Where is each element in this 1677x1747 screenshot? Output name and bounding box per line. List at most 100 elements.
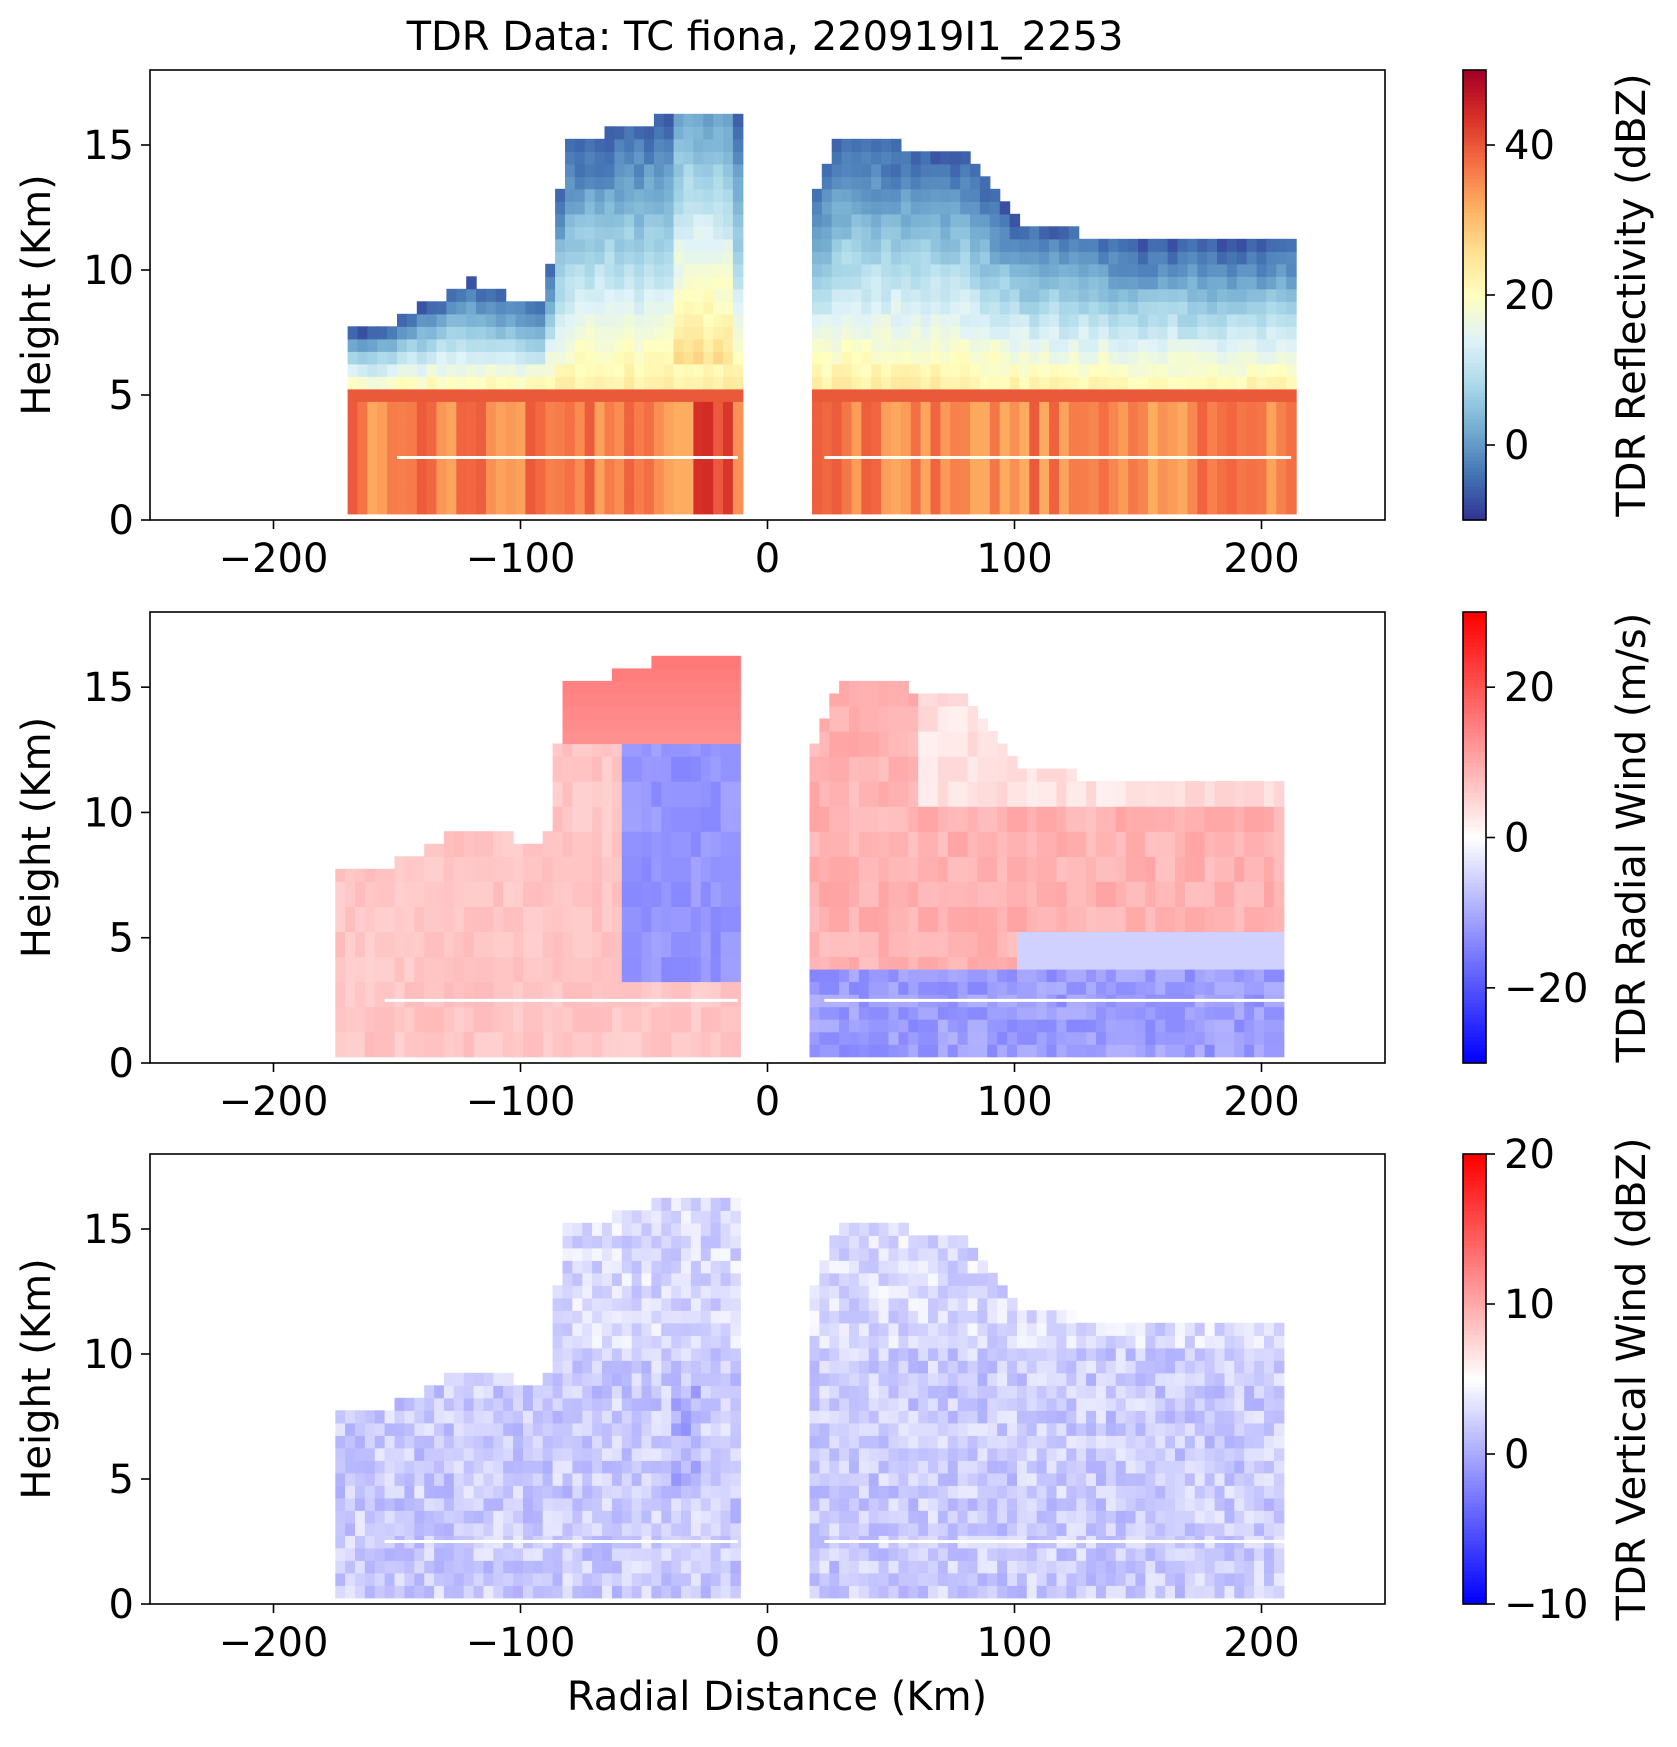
heatmap-cell [898,969,909,983]
heatmap-cell [910,201,922,215]
heatmap-cell [1115,1044,1127,1058]
heatmap-cell [562,1031,573,1045]
heatmap-cell [663,126,675,140]
heatmap-cell [582,931,593,945]
heatmap-cell [700,1031,712,1045]
colorbar-segment [1463,935,1486,940]
heatmap-cell [1105,906,1117,920]
heatmap-cell [592,718,603,732]
heatmap-cell [434,1510,445,1524]
heatmap-cell [1246,488,1258,502]
heatmap-cell [446,288,457,302]
heatmap-cell [1029,226,1040,240]
heatmap-cell [957,1031,969,1045]
heatmap-cell [552,743,564,757]
heatmap-cell [930,226,941,240]
heatmap-cell [1256,438,1268,452]
heatmap-cell [1214,781,1226,795]
heatmap-cell [552,981,564,995]
heatmap-cell [542,1497,554,1511]
heatmap-cell [967,981,979,995]
heatmap-cell [364,868,376,882]
heatmap-cell [839,944,850,958]
heatmap-cell [937,868,949,882]
heatmap-cell [483,1585,494,1599]
colorbar-segment [1463,645,1486,651]
heatmap-cell [937,1031,949,1045]
heatmap-cell [456,351,467,365]
heatmap-cell [503,1522,514,1536]
heatmap-cell [858,944,870,958]
heatmap-cell [552,931,564,945]
heatmap-cell [970,376,981,390]
heatmap-cell [1056,768,1067,782]
heatmap-cell [878,781,890,795]
heatmap-cell [406,413,418,427]
heatmap-cell [545,501,556,515]
heatmap-cell [987,793,998,807]
heatmap-cell [1276,288,1287,302]
heatmap-cell [732,463,744,477]
heatmap-cell [555,238,566,252]
heatmap-cell [1204,1006,1216,1020]
heatmap-cell [552,1572,564,1586]
heatmap-cell [1036,1031,1048,1045]
heatmap-cell [888,981,899,995]
colorbar-segment [1463,852,1486,857]
heatmap-cell [1078,376,1090,390]
heatmap-cell [723,163,734,177]
heatmap-cell [1214,831,1226,845]
heatmap-cell [908,756,919,770]
heatmap-cell [1246,276,1258,290]
heatmap-cell [582,868,593,882]
heatmap-cell [374,981,386,995]
heatmap-cell [720,743,732,757]
heatmap-cell [493,981,504,995]
heatmap-cell [1276,263,1287,277]
heatmap-cell [1273,944,1285,958]
heatmap-cell [552,1510,564,1524]
heatmap-cell [891,501,902,515]
heatmap-cell [394,1397,405,1411]
heatmap-cell [821,413,833,427]
heatmap-cell [871,226,882,240]
heatmap-cell [1214,1031,1226,1045]
heatmap-cell [1264,944,1275,958]
heatmap-cell [335,868,346,882]
heatmap-cell [871,376,882,390]
heatmap-cell [720,793,732,807]
colorbar-segment [1463,433,1486,439]
heatmap-cell [1244,781,1255,795]
heatmap-cell [1046,956,1058,970]
heatmap-cell [404,1044,415,1058]
heatmap-cell [831,488,843,502]
heatmap-cell [446,413,457,427]
heatmap-cell [730,906,741,920]
heatmap-cell [957,944,969,958]
heatmap-cell [930,488,941,502]
heatmap-cell [700,693,712,707]
heatmap-cell [881,201,892,215]
heatmap-cell [614,401,625,415]
heatmap-cell [651,969,662,983]
heatmap-cell [908,806,919,820]
heatmap-cell [1007,756,1018,770]
heatmap-cell [681,806,692,820]
heatmap-cell [1286,351,1297,365]
heatmap-cell [574,413,586,427]
heatmap-cell [1128,288,1139,302]
heatmap-cell [384,1019,396,1033]
heatmap-cell [443,868,455,882]
heatmap-cell [1128,238,1139,252]
heatmap-cell [592,731,603,745]
heatmap-cell [634,238,645,252]
heatmap-cell [1056,969,1067,983]
heatmap-cell [812,438,823,452]
heatmap-cell [819,831,830,845]
heatmap-cell [463,1006,475,1020]
heatmap-cell [1286,376,1297,390]
colorbar-segment [1463,505,1486,510]
heatmap-cell [1029,488,1040,502]
heatmap-cell [908,906,919,920]
